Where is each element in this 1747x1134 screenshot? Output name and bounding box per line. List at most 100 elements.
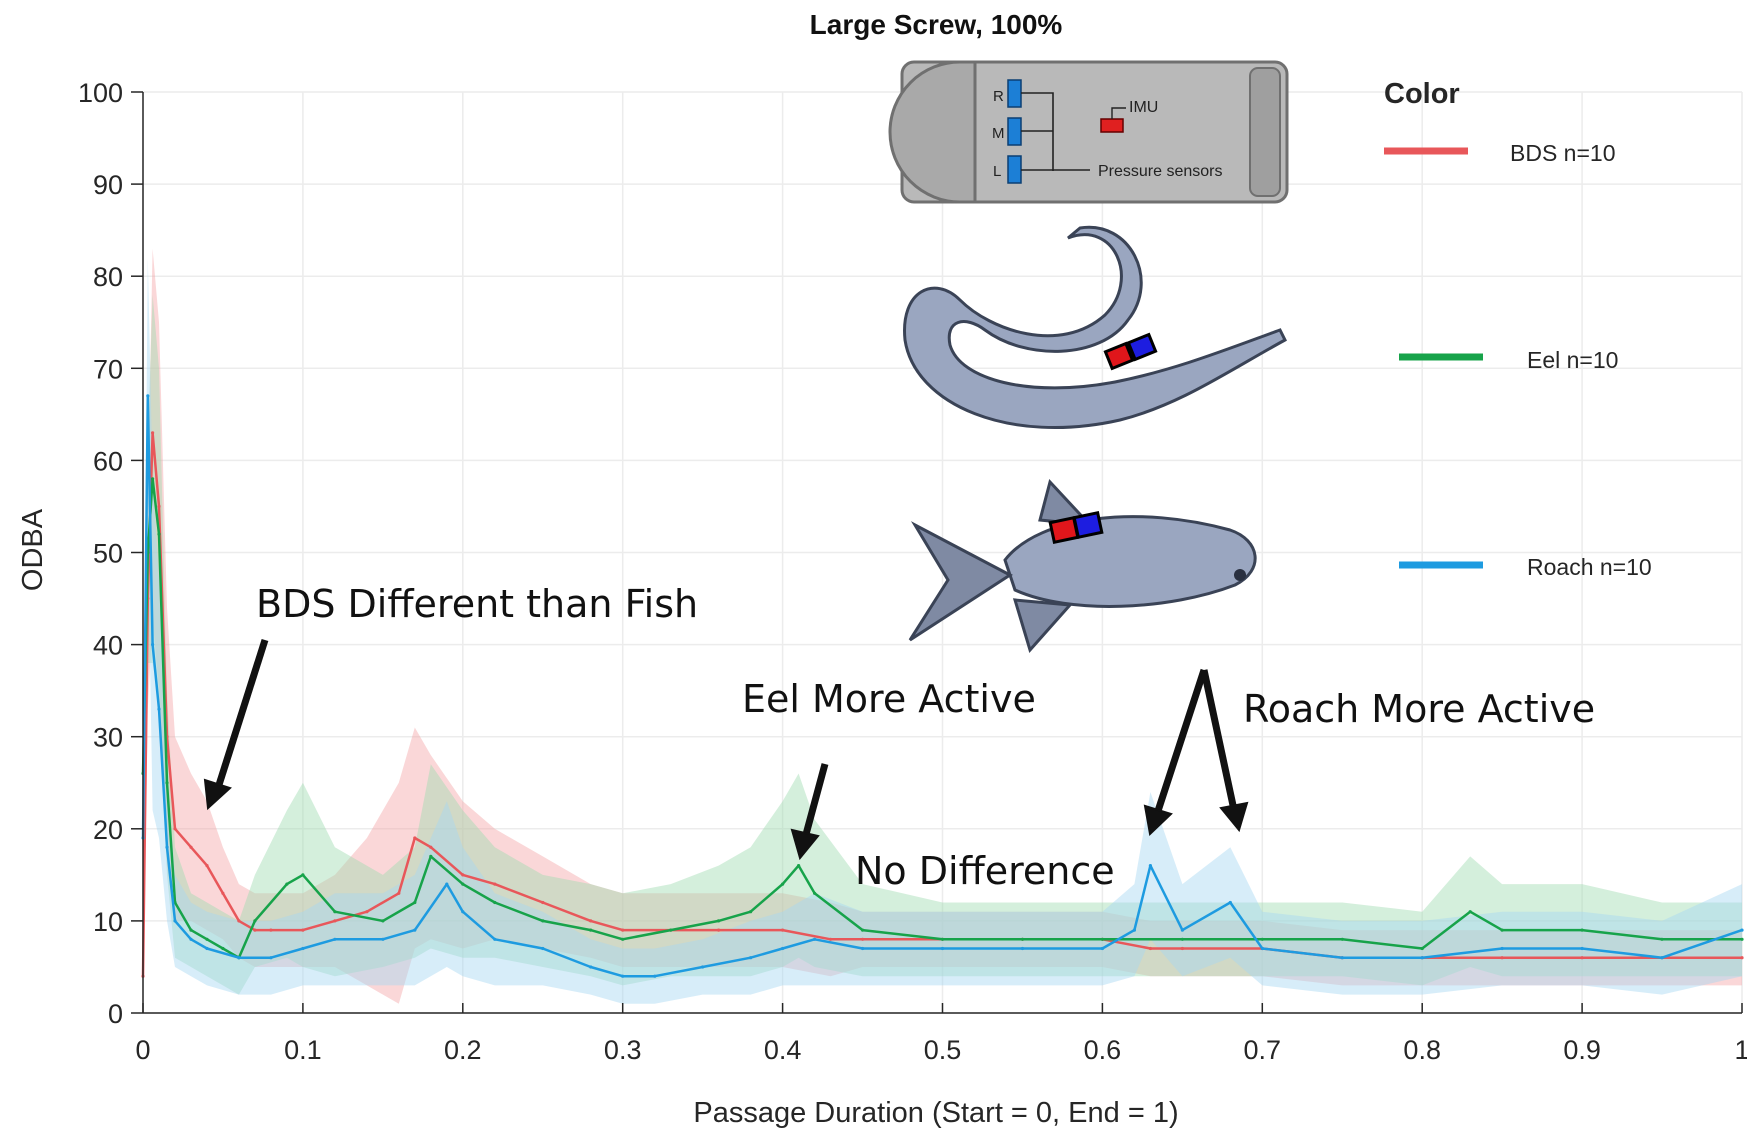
data-point-eel bbox=[749, 910, 753, 914]
sensor-r-label: R bbox=[993, 88, 1004, 105]
y-tick-label: 20 bbox=[93, 815, 123, 845]
data-point-roach bbox=[146, 394, 150, 398]
data-point-eel bbox=[1500, 928, 1504, 932]
data-point-eel bbox=[221, 946, 225, 951]
data-point-roach bbox=[381, 937, 385, 941]
data-point-eel bbox=[493, 900, 497, 905]
x-tick-label: 0.7 bbox=[1244, 1035, 1282, 1065]
data-point-eel bbox=[253, 919, 257, 923]
data-point-bds bbox=[493, 882, 497, 886]
data-point-eel bbox=[861, 928, 865, 932]
imu-icon bbox=[1100, 118, 1124, 133]
x-tick-label: 0.3 bbox=[604, 1035, 642, 1065]
roach-body-icon bbox=[1003, 515, 1257, 608]
arrow-roach-right bbox=[1200, 669, 1238, 811]
eel-tag-red-icon bbox=[1103, 341, 1135, 371]
y-tick-label: 40 bbox=[93, 631, 123, 661]
data-point-roach bbox=[541, 946, 545, 951]
eel-body-icon bbox=[903, 225, 1287, 429]
y-tick-label: 60 bbox=[93, 446, 123, 476]
arrow-eel bbox=[801, 763, 829, 839]
x-tick-label: 0.1 bbox=[284, 1035, 322, 1065]
data-point-bds bbox=[205, 864, 209, 868]
y-tick-label: 90 bbox=[93, 170, 123, 200]
data-point-bds bbox=[717, 928, 721, 932]
data-point-bds bbox=[365, 910, 369, 914]
data-point-roach bbox=[589, 965, 593, 969]
data-point-bds bbox=[1500, 956, 1504, 960]
roach-anal-fin-icon bbox=[1012, 598, 1074, 654]
x-tick-label: 1 bbox=[1734, 1035, 1747, 1065]
data-point-eel bbox=[1100, 937, 1104, 941]
arrow-roach-left bbox=[1153, 668, 1208, 816]
data-point-bds bbox=[301, 928, 305, 932]
data-point-eel bbox=[1340, 937, 1344, 941]
data-point-eel bbox=[1580, 928, 1584, 932]
y-tick-label: 10 bbox=[93, 907, 123, 937]
annotation-bds: BDS Different than Fish bbox=[256, 582, 698, 626]
legend-label-eel: Eel n=10 bbox=[1527, 347, 1618, 373]
data-point-bds bbox=[253, 928, 257, 932]
arrow-roach-left-head-icon bbox=[1143, 804, 1173, 837]
eel-illustration bbox=[903, 225, 1287, 429]
data-point-roach bbox=[1500, 946, 1504, 951]
data-point-bds bbox=[237, 919, 241, 923]
band-eel bbox=[143, 294, 1742, 995]
data-point-roach bbox=[461, 910, 465, 914]
data-point-bds bbox=[151, 431, 155, 435]
data-point-roach bbox=[1020, 946, 1025, 951]
data-point-eel bbox=[589, 928, 593, 932]
data-point-roach bbox=[151, 643, 155, 647]
data-point-roach bbox=[749, 956, 753, 960]
annotation-eel: Eel More Active bbox=[742, 677, 1036, 721]
data-point-eel bbox=[1180, 937, 1184, 941]
data-point-roach bbox=[269, 956, 273, 960]
arrow-bds bbox=[214, 638, 269, 790]
legend-label-roach: Roach n=10 bbox=[1527, 554, 1652, 580]
data-point-roach bbox=[205, 946, 209, 951]
data-point-eel bbox=[333, 910, 337, 914]
data-point-roach bbox=[301, 946, 305, 951]
data-point-eel bbox=[813, 891, 817, 895]
device-cap bbox=[1249, 67, 1281, 197]
data-point-roach bbox=[1420, 956, 1424, 960]
axes: 0 0.1 0.2 0.3 0.4 0.5 0.6 0.7 0.8 0.9 101020304050… bbox=[78, 78, 1747, 1065]
data-point-eel bbox=[381, 919, 385, 923]
series-lines bbox=[141, 394, 1744, 978]
data-point-bds bbox=[413, 836, 417, 840]
data-point-roach bbox=[861, 946, 865, 951]
data-point-eel bbox=[669, 928, 673, 932]
data-point-roach bbox=[701, 965, 705, 969]
data-point-bds bbox=[1180, 946, 1184, 951]
data-point-eel bbox=[205, 937, 209, 941]
legend: Color BDS n=10 Eel n=10 Roach n=10 bbox=[1384, 78, 1652, 580]
data-point-roach bbox=[1660, 956, 1664, 960]
x-tick-label: 0.9 bbox=[1563, 1035, 1601, 1065]
x-tick-label: 0.2 bbox=[444, 1035, 482, 1065]
data-point-bds bbox=[1740, 956, 1744, 960]
data-point-bds bbox=[829, 937, 833, 941]
data-point-eel bbox=[1420, 946, 1424, 951]
eel-tag-blue-icon bbox=[1126, 332, 1158, 362]
legend-label-bds: BDS n=10 bbox=[1510, 140, 1616, 166]
data-point-eel bbox=[285, 882, 289, 886]
data-point-eel bbox=[413, 900, 417, 905]
y-tick-label: 100 bbox=[78, 78, 123, 108]
data-point-roach bbox=[653, 974, 657, 978]
annotations: BDS Different than Fish Eel More Active … bbox=[203, 582, 1595, 893]
data-point-bds bbox=[221, 891, 225, 895]
roach-illustration bbox=[908, 478, 1257, 654]
imu-label: IMU bbox=[1129, 99, 1158, 116]
data-point-roach bbox=[157, 707, 161, 711]
data-point-roach bbox=[173, 919, 177, 923]
data-point-eel bbox=[1468, 910, 1472, 914]
roach-tail-icon bbox=[908, 521, 1013, 642]
data-point-bds bbox=[781, 928, 785, 932]
data-point-eel bbox=[940, 937, 945, 941]
data-point-eel bbox=[1020, 937, 1025, 941]
data-point-bds bbox=[589, 919, 593, 923]
data-point-roach bbox=[1580, 946, 1584, 951]
data-point-roach bbox=[333, 937, 337, 941]
